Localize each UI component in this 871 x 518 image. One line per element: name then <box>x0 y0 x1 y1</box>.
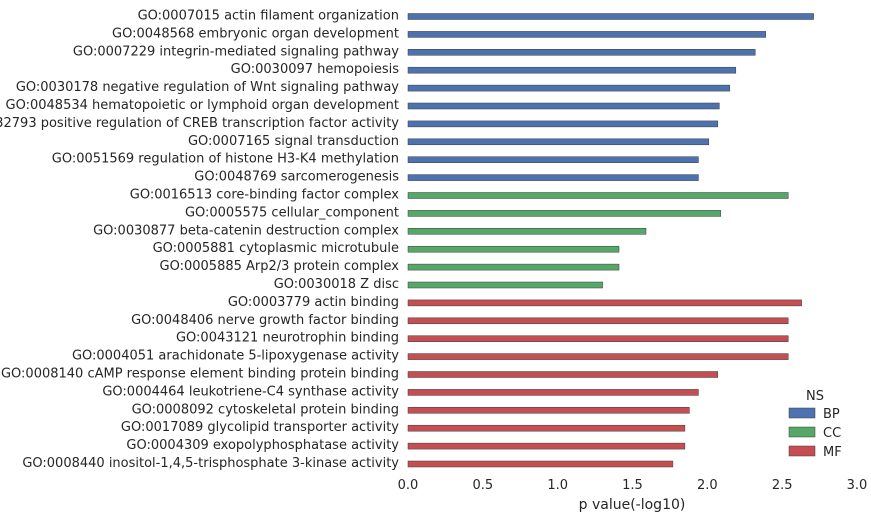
category-label: GO:0030178 negative regulation of Wnt si… <box>16 80 399 95</box>
bar-mf <box>407 442 686 450</box>
bar-mf <box>407 407 690 414</box>
category-label: GO:0003779 actin binding <box>228 295 399 310</box>
category-label: GO:0004309 exopolyphosphatase activity <box>126 438 399 453</box>
category-label: GO:0048406 nerve growth factor binding <box>131 313 399 328</box>
category-label: GO:0030877 beta-catenin destruction comp… <box>93 223 399 238</box>
bar-mf <box>407 317 789 325</box>
x-tick-label: 2.0 <box>697 478 718 493</box>
bar-bp <box>407 102 720 110</box>
category-label: GO:0043121 neurotrophin binding <box>176 331 399 346</box>
category-label: GO:0005575 cellular_component <box>185 205 399 220</box>
x-tick-label: 0.0 <box>398 478 419 493</box>
x-tick-label: 3.0 <box>847 478 868 493</box>
bar-mf <box>407 335 789 342</box>
x-tick-label: 0.5 <box>472 478 493 493</box>
bar-cc <box>407 245 620 253</box>
bar-mf <box>407 424 686 432</box>
category-label: GO:0005881 cytoplasmic microtubule <box>153 241 399 256</box>
bar-bp <box>407 31 766 38</box>
bar-mf <box>407 460 674 468</box>
category-label: GO:0007229 integrin-mediated signaling p… <box>73 44 399 59</box>
bar-cc <box>407 263 620 271</box>
legend-entry-cc: CC <box>823 426 841 441</box>
category-label: GO:0007015 actin filament organization <box>138 9 399 24</box>
legend-entry-mf: MF <box>823 445 842 460</box>
category-label: GO:0032793 positive regulation of CREB t… <box>0 116 399 131</box>
bar-mf <box>407 299 802 307</box>
category-label: GO:0048534 hematopoietic or lymphoid org… <box>6 98 399 113</box>
bar-bp <box>407 49 756 56</box>
category-label: GO:0016513 core-binding factor complex <box>130 188 400 203</box>
x-tick-label: 1.0 <box>547 478 568 493</box>
bar-bp <box>407 66 737 74</box>
legend-entry-bp: BP <box>823 407 840 422</box>
category-label: GO:0030018 Z disc <box>274 277 399 292</box>
category-label: GO:0008092 cytoskeletal protein binding <box>132 402 399 417</box>
x-tick-label: 1.5 <box>622 478 643 493</box>
category-label: GO:0005885 Arp2/3 protein complex <box>160 259 400 274</box>
category-label: GO:0048568 embryonic organ development <box>112 26 399 41</box>
legend: NS BP CC MF <box>788 389 842 460</box>
x-axis-label: p value(-log10) <box>579 497 686 513</box>
category-label: GO:0007165 signal transduction <box>188 134 399 149</box>
category-labels-group: GO:0007015 actin filament organization GO… <box>0 9 399 472</box>
category-label: GO:0048769 sarcomerogenesis <box>194 170 399 185</box>
x-tick-labels-group: 0.0 0.5 1.0 1.5 2.0 2.5 3.0 <box>398 478 868 493</box>
x-tick-label: 2.5 <box>772 478 793 493</box>
legend-title: NS <box>806 389 824 404</box>
bar-mf <box>407 371 719 378</box>
bar-bp <box>407 120 719 128</box>
bars-group <box>407 13 814 468</box>
bar-mf <box>407 353 789 360</box>
category-label: GO:0051569 regulation of histone H3-K4 m… <box>52 152 399 167</box>
bar-cc <box>407 228 647 235</box>
bar-bp <box>407 84 731 92</box>
bar-bp <box>407 156 699 163</box>
bar-bp <box>407 174 699 181</box>
category-label: GO:0030097 hemopoiesis <box>231 62 400 77</box>
bar-bp <box>407 138 710 146</box>
bar-mf <box>407 389 699 396</box>
category-label: GO:0008140 cAMP response element binding… <box>1 367 399 382</box>
category-label: GO:0004464 leukotriene-C4 synthase activ… <box>102 384 399 399</box>
legend-swatch-bp <box>788 407 816 419</box>
category-label: GO:0017089 glycolipid transporter activi… <box>121 420 399 435</box>
bar-cc <box>407 210 722 217</box>
legend-swatch-mf <box>788 445 816 457</box>
category-label: GO:0008440 inositol-1,4,5-trisphosphate … <box>22 456 399 471</box>
bar-bp <box>407 13 814 20</box>
category-label: GO:0004051 arachidonate 5-lipoxygenase a… <box>72 349 399 364</box>
bar-cc <box>407 281 603 289</box>
bar-cc <box>407 192 789 199</box>
legend-swatch-cc <box>788 426 816 438</box>
